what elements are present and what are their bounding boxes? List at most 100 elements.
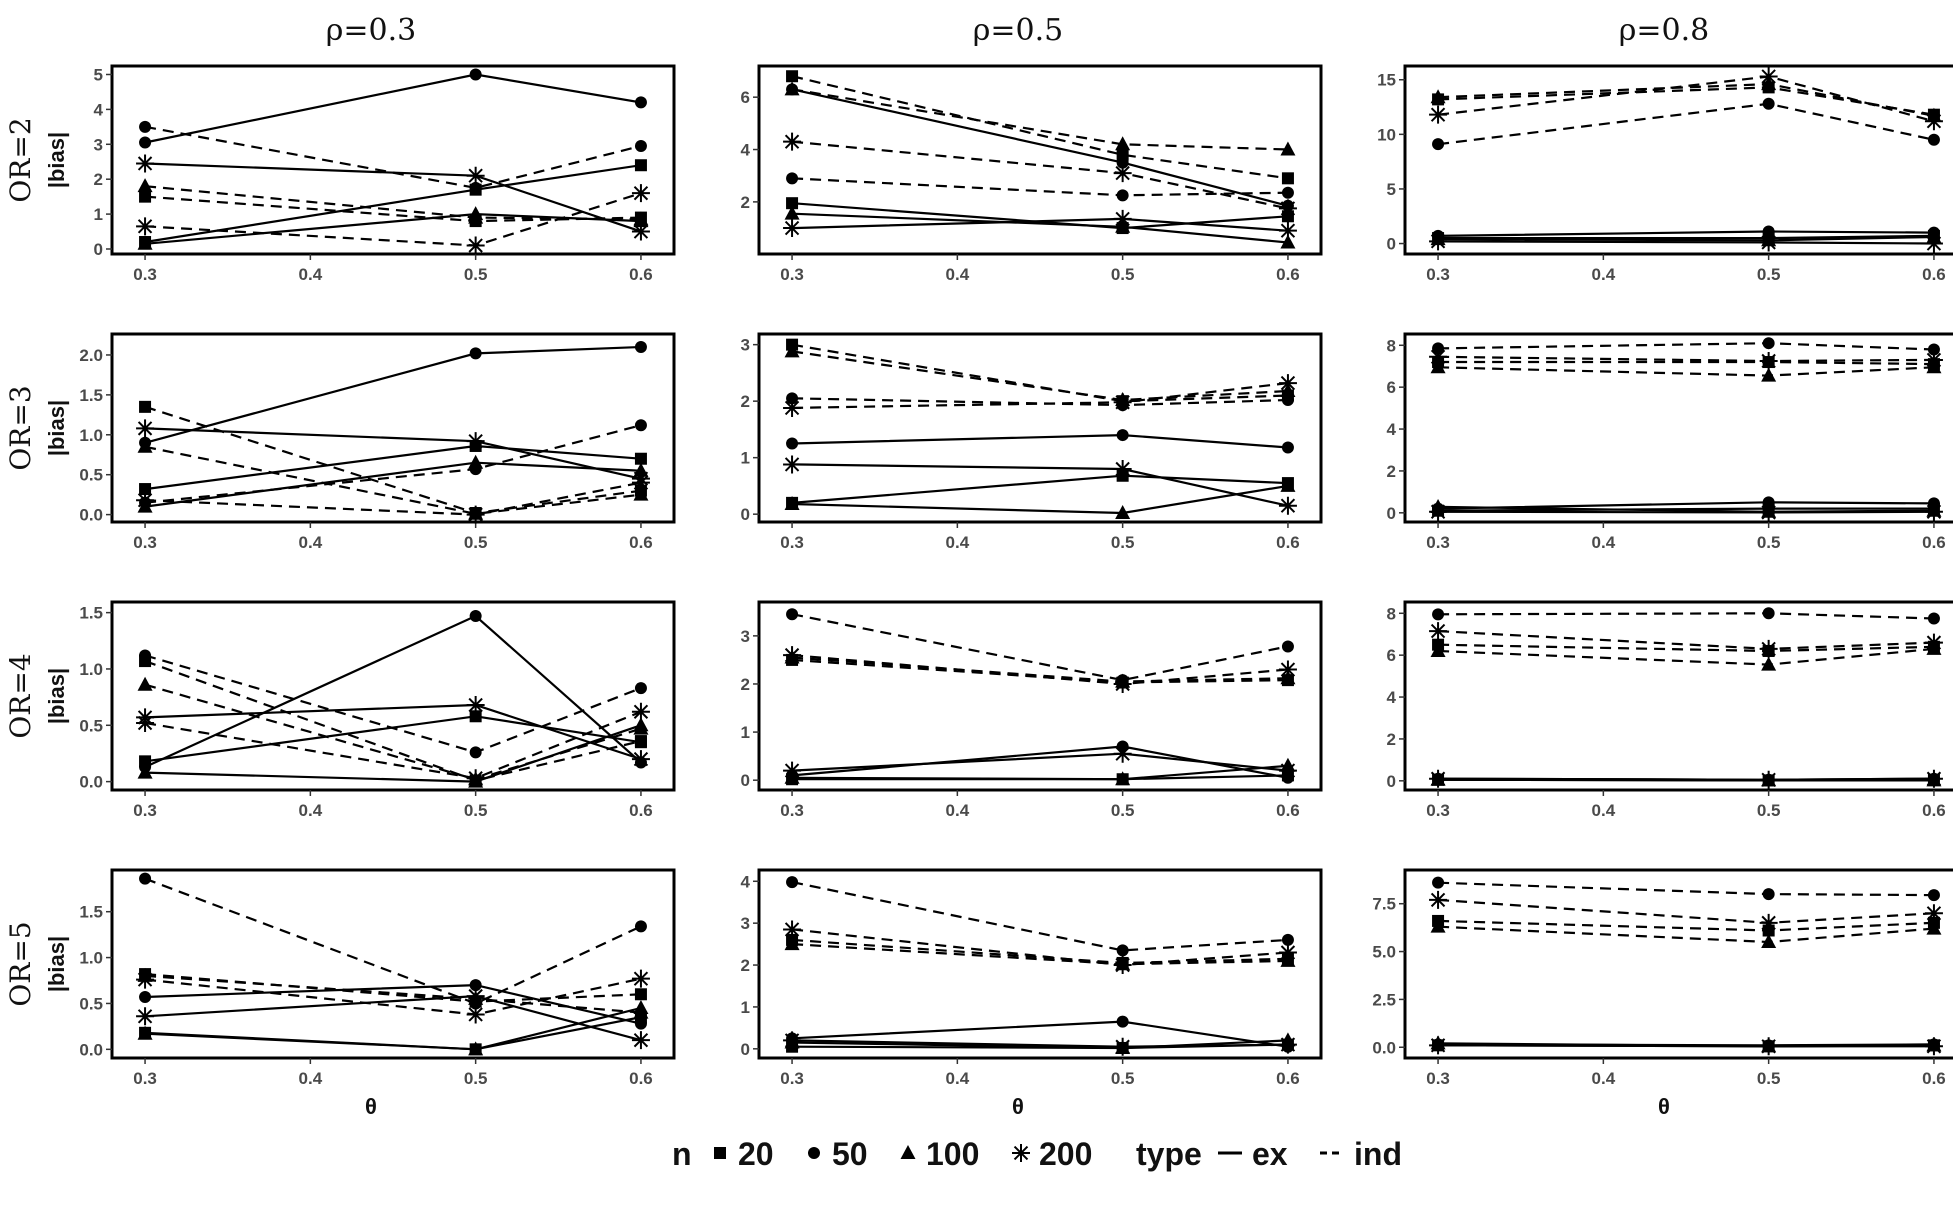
legend-asterisk-marker [1012, 1144, 1030, 1162]
point-n200-ex [1924, 234, 1943, 253]
point-n20-ind [1116, 148, 1129, 161]
y-tick-label: 3 [741, 336, 750, 355]
point-n200-ex [1429, 769, 1448, 788]
y-tick-label: 2.0 [79, 346, 103, 365]
y-tick-label: 0 [1387, 235, 1396, 254]
legend-triangle-marker [900, 1145, 916, 1159]
point-n100-ind [1761, 933, 1777, 948]
series-line-n200-ex [1438, 1044, 1934, 1048]
x-tick-label: 0.3 [1426, 265, 1450, 284]
y-tick-label: 0 [1387, 504, 1396, 523]
point-n200-ind [631, 473, 650, 492]
point-n200-ex [1759, 1037, 1778, 1056]
point-n50-ex [1116, 429, 1129, 442]
y-tick-label: 6 [1387, 378, 1396, 397]
x-tick-label: 0.5 [1111, 1069, 1135, 1088]
panel: 0 2 4 6 8 0.3 0.4 0.5 0.6 [1387, 600, 1953, 820]
legend-n-label: 100 [926, 1136, 979, 1172]
point-n100-ex [784, 205, 800, 220]
y-tick-label: 1.5 [79, 604, 103, 623]
y-tick-label: 5.0 [1372, 943, 1396, 962]
y-tick-label: 1 [741, 723, 750, 742]
point-n200-ind [1924, 904, 1943, 923]
y-tick-label: 4 [1387, 688, 1397, 707]
point-n50-ind [786, 876, 799, 889]
legend-type-label: ex [1252, 1136, 1288, 1172]
x-tick-label: 0.4 [1592, 801, 1616, 820]
panel: 0 1 2 3 4 5 0.3 0.4 0.5 0.6 |bias| [44, 64, 676, 284]
point-n50-ind [1927, 343, 1940, 356]
point-n200-ex [1429, 502, 1448, 521]
point-n100-ind [1115, 136, 1131, 151]
point-n200-ind [466, 769, 485, 788]
point-n20-ex [634, 452, 647, 465]
y-tick-label: 2 [741, 675, 750, 694]
point-n50-ex [469, 68, 482, 81]
point-n50-ind [139, 872, 152, 885]
x-axis-label: θ [1658, 1094, 1670, 1119]
x-tick-label: 0.5 [464, 533, 488, 552]
point-n50-ind [1927, 612, 1940, 625]
y-tick-label: 0.5 [79, 716, 103, 735]
y-tick-label: 15 [1377, 71, 1396, 90]
series-line-n50-ind [791, 613, 1289, 682]
point-n200-ind [631, 702, 650, 721]
point-n200-ex [1924, 502, 1943, 521]
point-n50-ind [1116, 944, 1129, 957]
point-n200-ind [783, 920, 802, 939]
legend-n-label: 200 [1039, 1136, 1092, 1172]
panel: 0.0 0.5 1.0 1.5 2.0 0.3 0.4 0.5 0.6 |bias| [44, 332, 676, 552]
y-axis-label: |bias| [44, 936, 69, 992]
point-n50-ind [1281, 640, 1294, 653]
y-tick-label: 0.0 [79, 773, 103, 792]
point-n200-ind [1113, 956, 1132, 975]
point-n100-ind [1430, 918, 1446, 933]
point-n50-ind [1116, 189, 1129, 202]
point-n200-ex [631, 1031, 650, 1050]
y-tick-label: 8 [1387, 336, 1396, 355]
y-tick-label: 0 [741, 505, 750, 524]
x-tick-label: 0.4 [1592, 265, 1616, 284]
point-n20-ex [469, 710, 482, 723]
y-tick-label: 4 [741, 141, 751, 160]
point-n200-ind [466, 1005, 485, 1024]
y-tick-label: 2 [741, 392, 750, 411]
panel-frame [110, 64, 676, 256]
x-tick-label: 0.5 [1757, 265, 1781, 284]
y-tick-label: 3 [741, 627, 750, 646]
point-n100-ex [784, 496, 800, 511]
point-n200-ind [466, 505, 485, 524]
y-tick-label: 6 [741, 88, 750, 107]
point-n50-ex [469, 347, 482, 360]
point-n200-ex [136, 1007, 155, 1026]
point-n20-ex [786, 197, 799, 210]
row-title: OR=5 [4, 921, 37, 1006]
point-n200-ind [1429, 347, 1448, 366]
panel-frame [757, 600, 1323, 792]
point-n200-ind [1924, 633, 1943, 652]
point-n100-ind [1761, 656, 1777, 671]
panel-frame [1403, 868, 1953, 1060]
x-tick-label: 0.6 [629, 265, 653, 284]
point-n100-ex [137, 235, 153, 250]
y-tick-label: 0 [94, 240, 103, 259]
y-tick-label: 1.0 [79, 660, 103, 679]
point-n50-ind [1762, 337, 1775, 350]
y-tick-label: 10 [1377, 125, 1396, 144]
point-n50-ind [1432, 138, 1445, 151]
point-n20-ind [786, 70, 799, 83]
point-n50-ind [1281, 394, 1294, 407]
panel: 0.0 2.5 5.0 7.5 0.3 0.4 0.5 0.6 θ [1372, 868, 1953, 1119]
y-tick-label: 2 [741, 956, 750, 975]
point-n100-ind [1280, 141, 1296, 156]
point-n100-ind [633, 486, 649, 501]
point-n200-ex [1113, 209, 1132, 228]
y-tick-label: 1 [741, 449, 750, 468]
panel: 0 1 2 3 0.3 0.4 0.5 0.6 [741, 600, 1323, 820]
point-n200-ind [466, 236, 485, 255]
point-n200-ex [1278, 221, 1297, 240]
panel-frame [110, 332, 676, 524]
series-line-n50-ind [791, 881, 1288, 952]
point-n200-ind [1113, 393, 1132, 412]
